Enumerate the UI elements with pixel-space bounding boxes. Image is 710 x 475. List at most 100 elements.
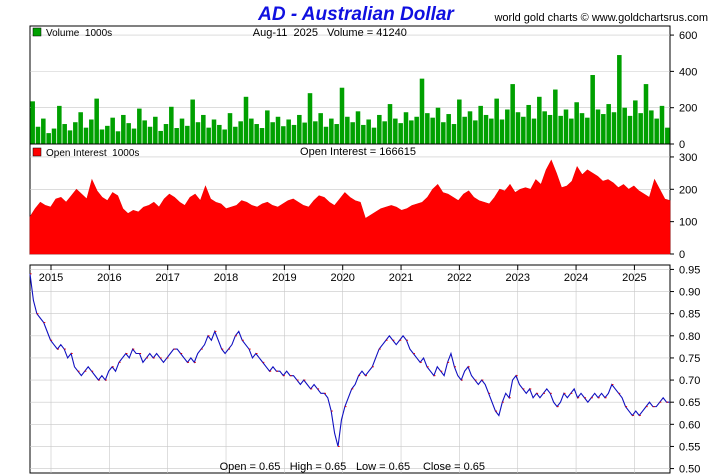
volume-bar	[99, 129, 105, 144]
volume-bar	[201, 114, 206, 144]
ohlc-close: Close = 0.65	[423, 461, 485, 473]
volume-bar	[553, 89, 558, 144]
volume-panel-frame	[29, 25, 671, 145]
volume-bar	[558, 115, 563, 144]
volume-bars	[30, 55, 670, 144]
chart-credit: world gold charts © www.goldchartsrus.co…	[493, 12, 708, 24]
open-interest-tick-label: 0	[679, 249, 685, 261]
volume-bar	[57, 105, 62, 144]
volume-bar	[494, 98, 499, 144]
volume-bar	[259, 128, 265, 144]
volume-bar	[601, 114, 606, 144]
volume-bar	[622, 107, 627, 144]
volume-bar	[46, 133, 51, 144]
price-panel-frame	[29, 264, 671, 474]
volume-bar	[275, 116, 281, 144]
chart-title: AD - Australian Dollar	[257, 4, 455, 25]
volume-bar	[425, 113, 430, 144]
price-tick-label: 0.55	[679, 441, 700, 453]
price-line	[29, 273, 670, 447]
volume-bar	[265, 110, 270, 144]
price-tick-label: 0.50	[679, 464, 700, 475]
volume-bar	[211, 119, 217, 144]
volume-bar	[505, 109, 510, 144]
volume-bar	[35, 126, 41, 144]
volume-legend-label: Volume 1000s	[46, 28, 112, 39]
volume-bar	[94, 98, 99, 144]
volume-bar	[281, 126, 286, 144]
volume-bar	[377, 114, 382, 144]
volume-bar	[345, 116, 350, 144]
price-tick-label: 0.60	[679, 419, 700, 431]
volume-panel: 0 200 400 600 Volume 1000s Aug-11 2025 Volu…	[29, 25, 697, 151]
volume-bar	[595, 109, 601, 144]
volume-bar	[67, 130, 73, 144]
volume-bar	[435, 107, 441, 144]
volume-tick-label: 400	[679, 66, 697, 78]
volume-bar	[537, 96, 542, 144]
volume-bar	[515, 112, 521, 144]
volume-bar	[617, 55, 622, 144]
volume-bar	[659, 105, 665, 144]
volume-bar	[665, 127, 670, 144]
volume-bar	[105, 125, 110, 144]
volume-bar	[217, 124, 222, 144]
open-interest-panel: 0 100 200 300 Open Interest 1000s Open Inte…	[29, 143, 697, 261]
volume-bar	[169, 106, 174, 144]
volume-bar	[606, 104, 611, 144]
volume-bar	[121, 114, 126, 144]
volume-bar	[307, 93, 313, 144]
volume-bar	[478, 105, 483, 144]
volume-bar	[110, 117, 115, 144]
volume-bar	[297, 114, 302, 144]
volume-bar	[382, 121, 387, 144]
volume-bar	[361, 124, 366, 144]
ohlc-low: Low = 0.65	[356, 461, 410, 473]
volume-bar	[350, 122, 355, 144]
volume-bar	[195, 122, 201, 144]
volume-bar	[153, 116, 158, 144]
volume-bar	[115, 131, 121, 144]
volume-bar	[409, 120, 414, 144]
price-panel: 2015 2016 2017 2018 2019 2020 2021 2022 2023 2024…	[29, 264, 700, 475]
volume-status-value: Volume = 41240	[327, 27, 407, 39]
volume-bar	[526, 104, 531, 144]
price-tick-label: 0.90	[679, 287, 700, 299]
open-interest-area	[29, 159, 671, 255]
volume-bar	[233, 126, 238, 144]
volume-bar	[73, 122, 78, 144]
volume-bar	[574, 102, 579, 144]
volume-legend-swatch	[32, 27, 42, 37]
volume-bar	[446, 114, 451, 144]
volume-bar	[638, 113, 643, 144]
volume-bar	[41, 118, 46, 144]
volume-bar	[238, 121, 243, 144]
volume-bar	[563, 109, 569, 144]
volume-bar	[163, 124, 169, 144]
volume-bar	[441, 122, 446, 144]
date-tick-label: 2023	[505, 272, 529, 284]
volume-bar	[393, 118, 398, 144]
volume-bar	[371, 127, 377, 144]
volume-bar	[366, 119, 371, 144]
volume-bar	[643, 84, 649, 144]
volume-bar	[174, 128, 179, 144]
volume-bar	[430, 117, 435, 144]
price-gridlines	[30, 265, 670, 473]
volume-bar	[611, 112, 617, 144]
open-interest-legend-label: Open Interest 1000s	[46, 148, 139, 159]
volume-bar	[531, 118, 537, 144]
volume-status-date: Aug-11 2025	[253, 27, 318, 39]
volume-bar	[158, 130, 163, 144]
volume-tick-label: 200	[679, 103, 697, 115]
volume-bar	[243, 96, 249, 144]
open-interest-tick-label: 300	[679, 152, 697, 164]
volume-bar	[585, 117, 590, 144]
volume-bar	[30, 101, 35, 144]
volume-bar	[542, 111, 547, 144]
volume-bar	[190, 99, 195, 144]
volume-bar	[147, 126, 153, 144]
volume-bar	[179, 118, 185, 144]
volume-bar	[142, 120, 147, 144]
